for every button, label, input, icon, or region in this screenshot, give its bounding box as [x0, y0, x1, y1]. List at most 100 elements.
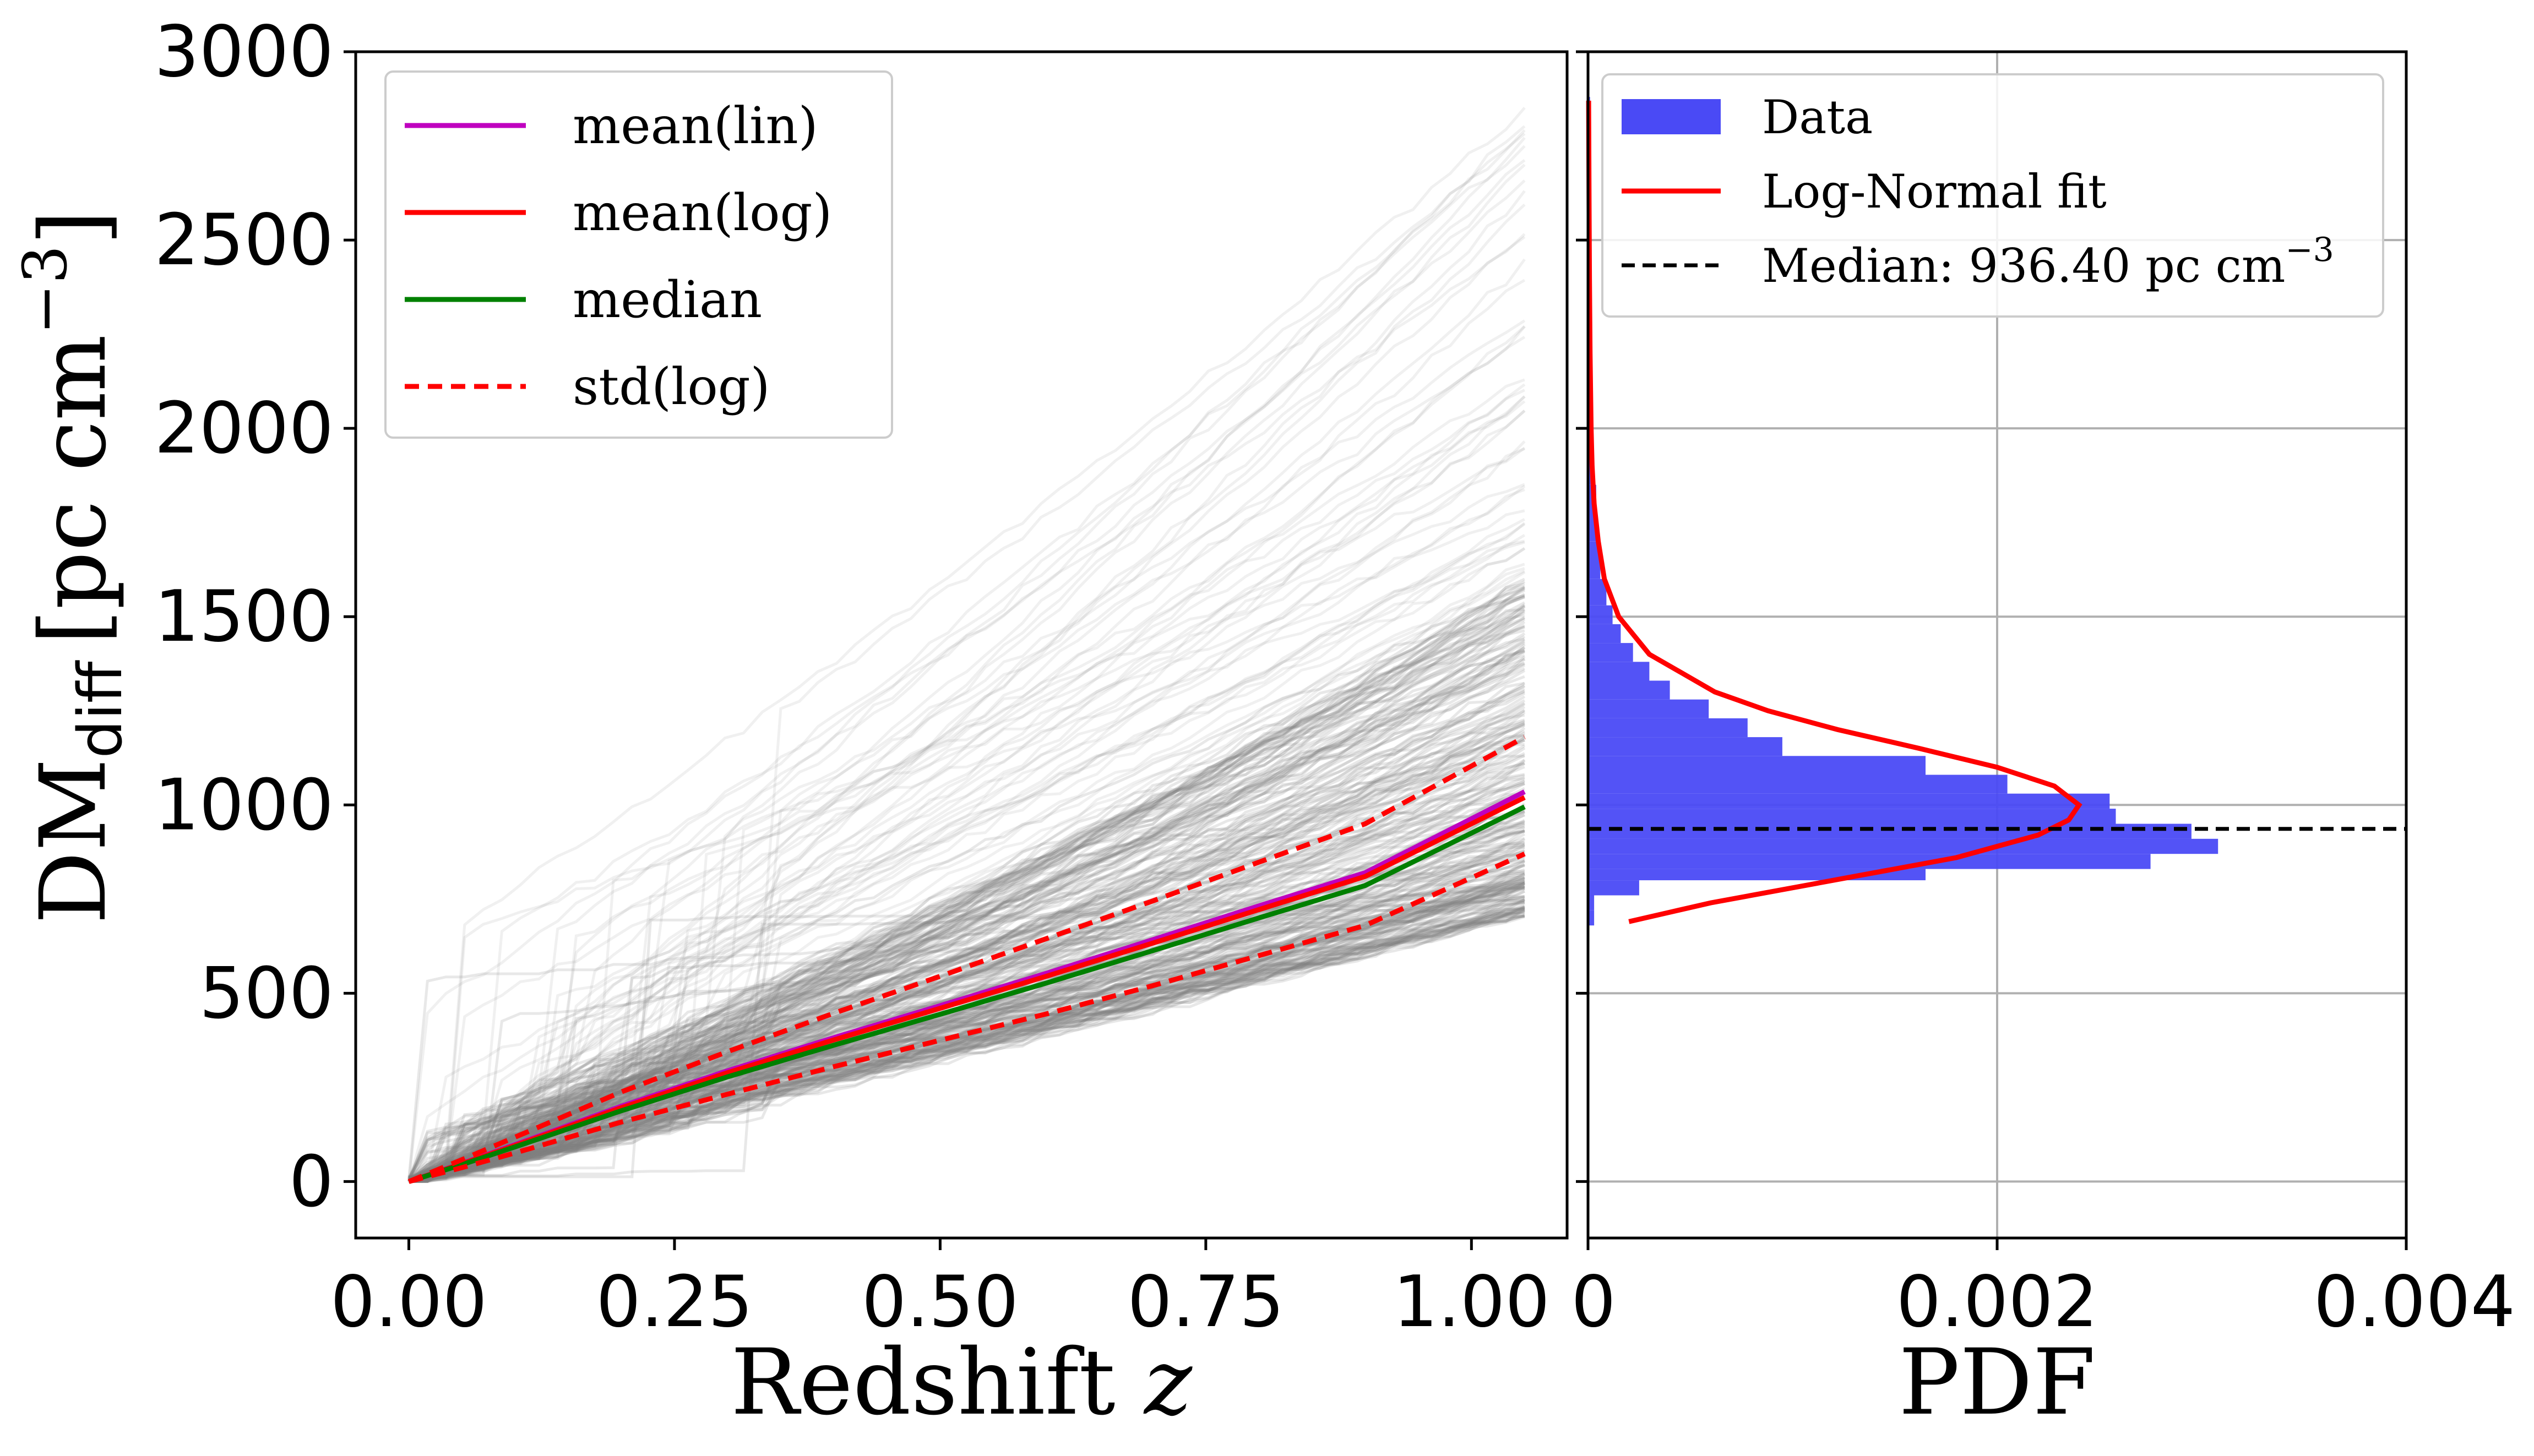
- realization-line: [408, 585, 1525, 1183]
- realization-line: [407, 884, 1525, 1180]
- ylabel-units: [pc cm: [20, 335, 126, 645]
- series-line-std-log-: [407, 735, 1526, 1184]
- realization-line: [408, 319, 1526, 1183]
- realization-line: [408, 625, 1525, 1183]
- realization-line: [408, 811, 1525, 1182]
- realization-line: [408, 594, 1525, 1183]
- realization-line: [409, 873, 1525, 1180]
- legend-label: mean(lin): [573, 96, 818, 155]
- histogram-bar: [1588, 680, 1670, 700]
- realization-line: [408, 658, 1526, 1181]
- x-tick-label: 0.50: [862, 1261, 1019, 1343]
- realization-line: [408, 734, 1525, 1183]
- realization-line: [408, 759, 1526, 1183]
- realization-line: [408, 909, 1525, 1183]
- realization-line: [408, 895, 1525, 1183]
- realization-line: [408, 523, 1526, 1182]
- realization-line: [408, 868, 1525, 1183]
- realization-line: [408, 907, 1525, 1183]
- right-chart-panel: 0 0.002 0.004 PDF Data Log-Normal fit Median…: [1571, 50, 2515, 1435]
- realization-line: [408, 718, 1525, 1180]
- realization-line: [408, 604, 1525, 1181]
- realization-line: [408, 190, 1526, 1179]
- realization-line: [408, 125, 1526, 1183]
- series-line-median: [408, 804, 1526, 1184]
- realization-line: [408, 325, 1526, 1183]
- realization-line: [409, 886, 1525, 1180]
- realization-line: [408, 629, 1525, 1183]
- realization-line: [408, 640, 1526, 1183]
- realization-line: [408, 163, 1526, 1181]
- realization-line: [408, 533, 1526, 1183]
- x-tick-label: 0.25: [596, 1261, 753, 1343]
- realization-line: [409, 877, 1525, 1183]
- legend-label: median: [573, 270, 762, 329]
- realization-line: [408, 886, 1525, 1183]
- left-series-lines: [407, 735, 1526, 1184]
- realization-line: [409, 761, 1525, 1182]
- realization-line: [408, 601, 1525, 1181]
- realization-line: [409, 762, 1525, 1182]
- realization-line: [409, 637, 1525, 1183]
- realization-line: [407, 667, 1525, 1178]
- realization-line: [408, 899, 1525, 1183]
- realization-line: [408, 762, 1526, 1180]
- realization-line: [409, 881, 1525, 1183]
- x-tick-label: 1.00: [1393, 1261, 1550, 1343]
- realization-line: [409, 790, 1525, 1180]
- realization-line: [408, 692, 1526, 1183]
- realization-line: [408, 107, 1526, 1181]
- realization-line: [408, 604, 1526, 1183]
- realization-line: [408, 616, 1526, 1181]
- realization-line: [408, 797, 1525, 1183]
- legend-patch: [1622, 99, 1721, 134]
- realization-line: [408, 649, 1525, 1183]
- realization-line: [408, 446, 1526, 1183]
- realization-line: [408, 586, 1525, 1183]
- realization-line: [407, 137, 1526, 1182]
- realization-line: [408, 872, 1525, 1183]
- realization-line: [409, 797, 1525, 1179]
- realization-line: [409, 822, 1525, 1180]
- realization-line: [408, 708, 1526, 1183]
- realization-line: [408, 914, 1525, 1183]
- histogram-bar: [1588, 895, 1595, 910]
- realization-line: [407, 689, 1525, 1182]
- histogram-bar: [1588, 775, 2008, 794]
- background-realizations: [407, 107, 1526, 1183]
- x-tick-label: 0.75: [1127, 1261, 1284, 1343]
- realization-line: [409, 912, 1525, 1182]
- realization-line: [408, 625, 1525, 1183]
- left-legend: mean(lin) mean(log) median std(log): [384, 70, 893, 439]
- right-x-tick-label: 0.002: [1896, 1261, 2098, 1343]
- legend-label: mean(log): [573, 183, 832, 242]
- realization-line: [408, 632, 1526, 1183]
- realization-line: [409, 911, 1525, 1179]
- realization-line: [408, 179, 1526, 1183]
- realization-line: [409, 890, 1525, 1182]
- realization-line: [409, 863, 1526, 1180]
- realization-line: [408, 522, 1526, 1181]
- realization-line: [409, 850, 1525, 1183]
- realization-line: [408, 582, 1525, 1181]
- realization-line: [409, 900, 1525, 1183]
- realization-line: [408, 872, 1525, 1183]
- ylabel-sub: diff: [65, 660, 135, 758]
- realization-line: [408, 890, 1525, 1180]
- ylabel-close: ]: [20, 210, 126, 245]
- histogram-bar: [1588, 910, 1595, 926]
- realization-line: [409, 860, 1525, 1183]
- left-axes-frame: [354, 50, 1569, 1240]
- x-tick-label: 0.00: [330, 1261, 487, 1343]
- realization-line: [408, 400, 1526, 1183]
- right-x-axis-label: PDF: [1899, 1329, 2096, 1435]
- realization-line: [409, 900, 1525, 1180]
- realization-line: [408, 203, 1526, 1183]
- realization-line: [409, 885, 1525, 1180]
- legend-label: Data: [1762, 90, 1873, 144]
- realization-line: [408, 608, 1525, 1183]
- lognormal-fit: [1586, 100, 2082, 924]
- fit-curve: [1586, 100, 2082, 924]
- ylabel-main: DM: [20, 759, 126, 924]
- realization-line: [409, 849, 1525, 1183]
